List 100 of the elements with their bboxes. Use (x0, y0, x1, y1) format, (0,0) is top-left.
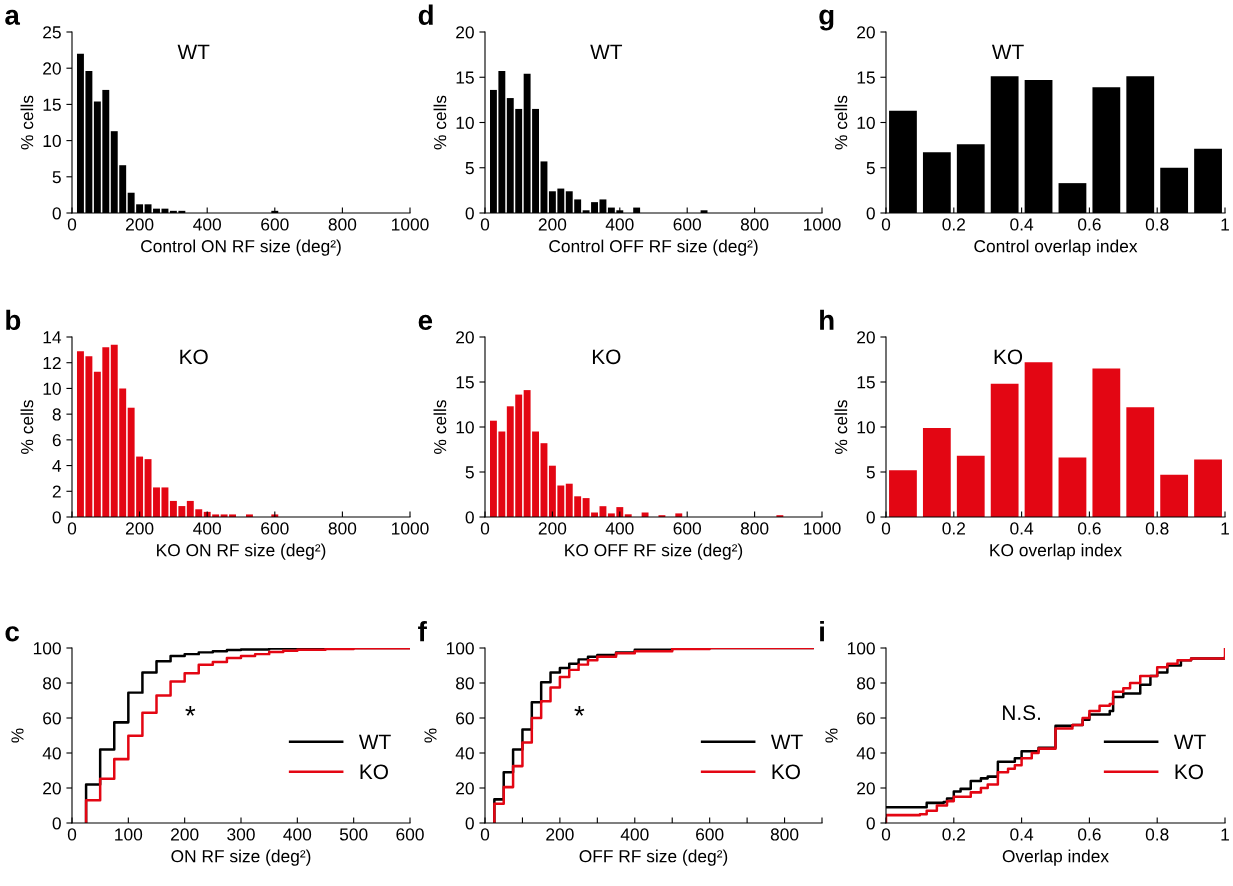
y-tick-label: 10 (43, 134, 61, 148)
y-tick-label: 80 (43, 677, 61, 690)
x-axis-title: Control OFF RF size (deg²) (549, 239, 758, 256)
x-tick-label: 600 (696, 828, 724, 841)
x-tick-label: 400 (193, 218, 222, 231)
x-tick-label: 400 (193, 522, 222, 535)
x-tick-label: 600 (261, 522, 289, 535)
x-tick-label: 0.8 (1145, 522, 1169, 535)
x-tick-label: 0.4 (1010, 218, 1034, 231)
x-tick-label: 200 (125, 218, 154, 231)
y-tick-label: 10 (456, 421, 474, 434)
annotation: N.S. (1003, 705, 1040, 721)
y-tick-label: 20 (857, 26, 875, 39)
y-tick-label: 25 (43, 26, 61, 39)
y-tick-label: 12 (43, 356, 61, 370)
x-tick-label: 200 (171, 828, 199, 841)
x-tick-label: 0 (881, 828, 891, 841)
x-tick-label: 1 (1221, 522, 1229, 535)
y-tick-label: 40 (856, 747, 875, 760)
x-tick-label: 600 (396, 828, 424, 841)
x-tick-label: 0.2 (942, 522, 965, 535)
x-tick-label: 500 (339, 828, 368, 841)
x-axis-title: Overlap index (1002, 849, 1109, 866)
x-tick-label: 200 (538, 218, 567, 231)
x-tick-label: 100 (115, 828, 143, 841)
x-tick-label: 600 (673, 218, 702, 231)
y-tick-label: 15 (456, 71, 474, 84)
legend-label: KO (1175, 764, 1203, 780)
y-tick-label: 0 (866, 207, 875, 220)
x-tick-label: 0.6 (1078, 218, 1101, 231)
x-tick-label: 1000 (804, 218, 841, 231)
x-tick-label: 0 (480, 218, 490, 231)
y-tick-label: 0 (465, 817, 474, 830)
x-tick-label: 400 (605, 522, 634, 535)
x-tick-label: 0.2 (942, 828, 965, 841)
y-axis-title: % cells (433, 400, 447, 454)
x-tick-label: 1 (1221, 218, 1229, 231)
legend-label: WT (1173, 734, 1206, 750)
y-tick-label: 60 (456, 712, 474, 725)
y-tick-label: 10 (456, 116, 474, 129)
y-tick-label: 0 (465, 511, 474, 524)
x-tick-label: 400 (605, 218, 634, 231)
text: d (418, 4, 433, 25)
x-tick-label: 0 (480, 522, 490, 535)
y-tick-label: 10 (857, 116, 875, 129)
text: h (820, 309, 834, 330)
x-tick-label: 200 (538, 522, 567, 535)
x-tick-label: 400 (620, 828, 649, 841)
x-axis-title: Control ON RF size (deg²) (141, 239, 341, 256)
legend-label: WT (358, 734, 391, 750)
y-axis-title: % cells (20, 95, 34, 150)
y-axis-title: % cells (834, 95, 848, 150)
x-tick-label: 200 (125, 522, 154, 535)
y-tick-label: 15 (857, 71, 875, 84)
x-axis-title: KO OFF RF size (deg²) (565, 543, 743, 560)
y-tick-label: 20 (456, 331, 474, 344)
y-tick-label: 14 (43, 331, 62, 344)
x-tick-label: 0 (67, 522, 77, 535)
x-tick-label: 0.6 (1078, 522, 1101, 535)
chart-title: WT (177, 44, 210, 60)
chart-title: KO (592, 349, 621, 365)
y-tick-label: 100 (446, 642, 474, 655)
chart-title: KO (994, 349, 1023, 365)
y-tick-label: 20 (456, 782, 474, 795)
x-tick-label: 600 (673, 522, 702, 535)
x-tick-label: 0.6 (1078, 828, 1101, 841)
y-tick-label: 0 (866, 817, 875, 830)
y-tick-label: 0 (52, 511, 61, 524)
annotation: * (185, 706, 196, 716)
text: i (820, 621, 824, 642)
y-tick-label: 60 (857, 712, 875, 725)
y-tick-label: 0 (465, 207, 474, 220)
y-tick-label: 15 (456, 376, 474, 389)
y-tick-label: 100 (847, 642, 875, 655)
x-tick-label: 0.4 (1010, 522, 1034, 535)
x-tick-label: 0.8 (1145, 218, 1169, 231)
y-tick-label: 20 (857, 782, 875, 795)
y-tick-label: 0 (52, 207, 61, 220)
x-tick-label: 1000 (804, 522, 841, 535)
x-tick-label: 600 (261, 218, 289, 231)
chart-title: KO (180, 349, 208, 365)
y-tick-label: 80 (456, 677, 474, 690)
x-tick-label: 1000 (392, 522, 429, 535)
x-tick-label: 0 (67, 828, 77, 841)
x-tick-label: 1000 (392, 218, 429, 231)
x-tick-label: 800 (740, 522, 769, 535)
y-tick-label: 40 (42, 747, 61, 760)
y-tick-label: 10 (857, 421, 875, 434)
y-tick-label: 20 (43, 782, 61, 795)
y-axis-title: % cells (433, 95, 447, 150)
x-axis-title: KO ON RF size (deg²) (157, 543, 326, 560)
y-tick-label: 80 (857, 677, 875, 690)
x-tick-label: 1 (1221, 828, 1229, 841)
y-tick-label: 5 (465, 162, 474, 175)
y-axis-title: % (424, 728, 437, 743)
x-axis-title: KO overlap index (990, 543, 1122, 560)
y-axis-title: % (825, 728, 838, 743)
annotation: * (574, 706, 585, 716)
x-axis-title: Control overlap index (974, 239, 1138, 256)
y-axis-title: % cells (20, 400, 34, 454)
